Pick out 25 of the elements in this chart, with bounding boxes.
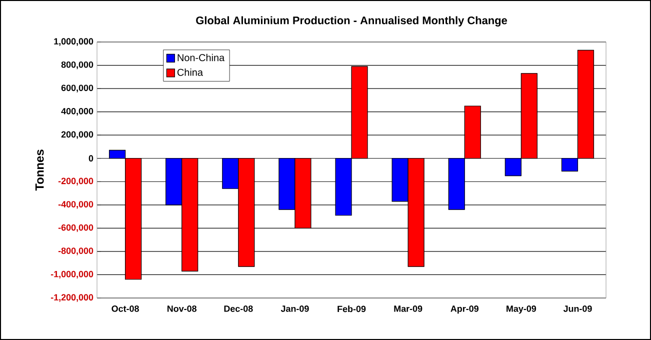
y-tick-label: 0 [88,155,94,162]
x-tick-label: Mar-09 [394,306,422,312]
y-axis-title: Tonnes [35,150,44,191]
y-tick-label: -1,200,000 [50,294,94,302]
x-tick-label: Jun-09 [563,306,592,312]
legend-label: Non-China [178,54,225,62]
x-tick-label: May-09 [506,306,536,314]
y-tick-label: 1,000,000 [54,38,94,46]
x-tick-label: Oct-08 [112,306,139,312]
y-tick-label: 800,000 [61,61,94,70]
y-tick-label: 200,000 [61,131,94,139]
x-tick-label: Nov-08 [167,306,197,312]
x-tick-label: Apr-09 [450,306,478,314]
legend-label: China [177,68,203,76]
y-tick-label: -1,000,000 [50,270,94,279]
y-tick-label: -600,000 [58,224,94,232]
y-tick-label: -800,000 [58,248,94,256]
y-tick-label: 600,000 [61,84,94,92]
x-tick-label: Jan-09 [280,306,309,312]
x-tick-label: Dec-08 [224,306,253,312]
chart-title: Global Aluminium Production - Annualised Monthly Change [196,16,508,27]
y-tick-label: -200,000 [58,178,94,186]
x-tick-label: Feb-09 [338,306,366,312]
y-tick-label: 400,000 [61,108,94,116]
y-tick-label: -400,000 [58,201,94,209]
